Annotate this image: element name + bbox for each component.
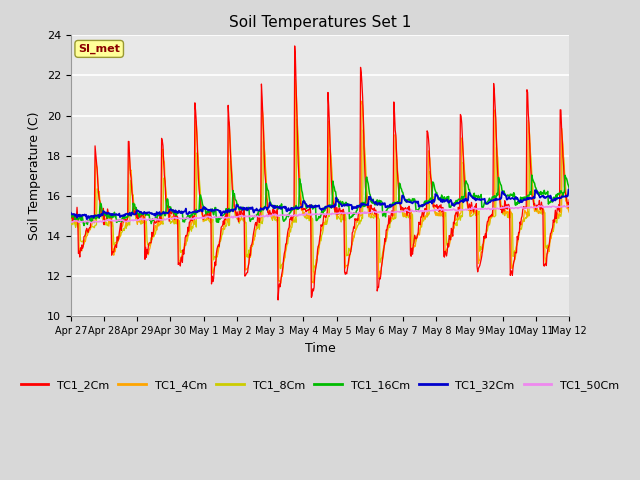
Title: Soil Temperatures Set 1: Soil Temperatures Set 1: [229, 15, 411, 30]
X-axis label: Time: Time: [305, 342, 335, 355]
Text: SI_met: SI_met: [78, 44, 120, 54]
Y-axis label: Soil Temperature (C): Soil Temperature (C): [28, 112, 41, 240]
Legend: TC1_2Cm, TC1_4Cm, TC1_8Cm, TC1_16Cm, TC1_32Cm, TC1_50Cm: TC1_2Cm, TC1_4Cm, TC1_8Cm, TC1_16Cm, TC1…: [16, 375, 624, 395]
